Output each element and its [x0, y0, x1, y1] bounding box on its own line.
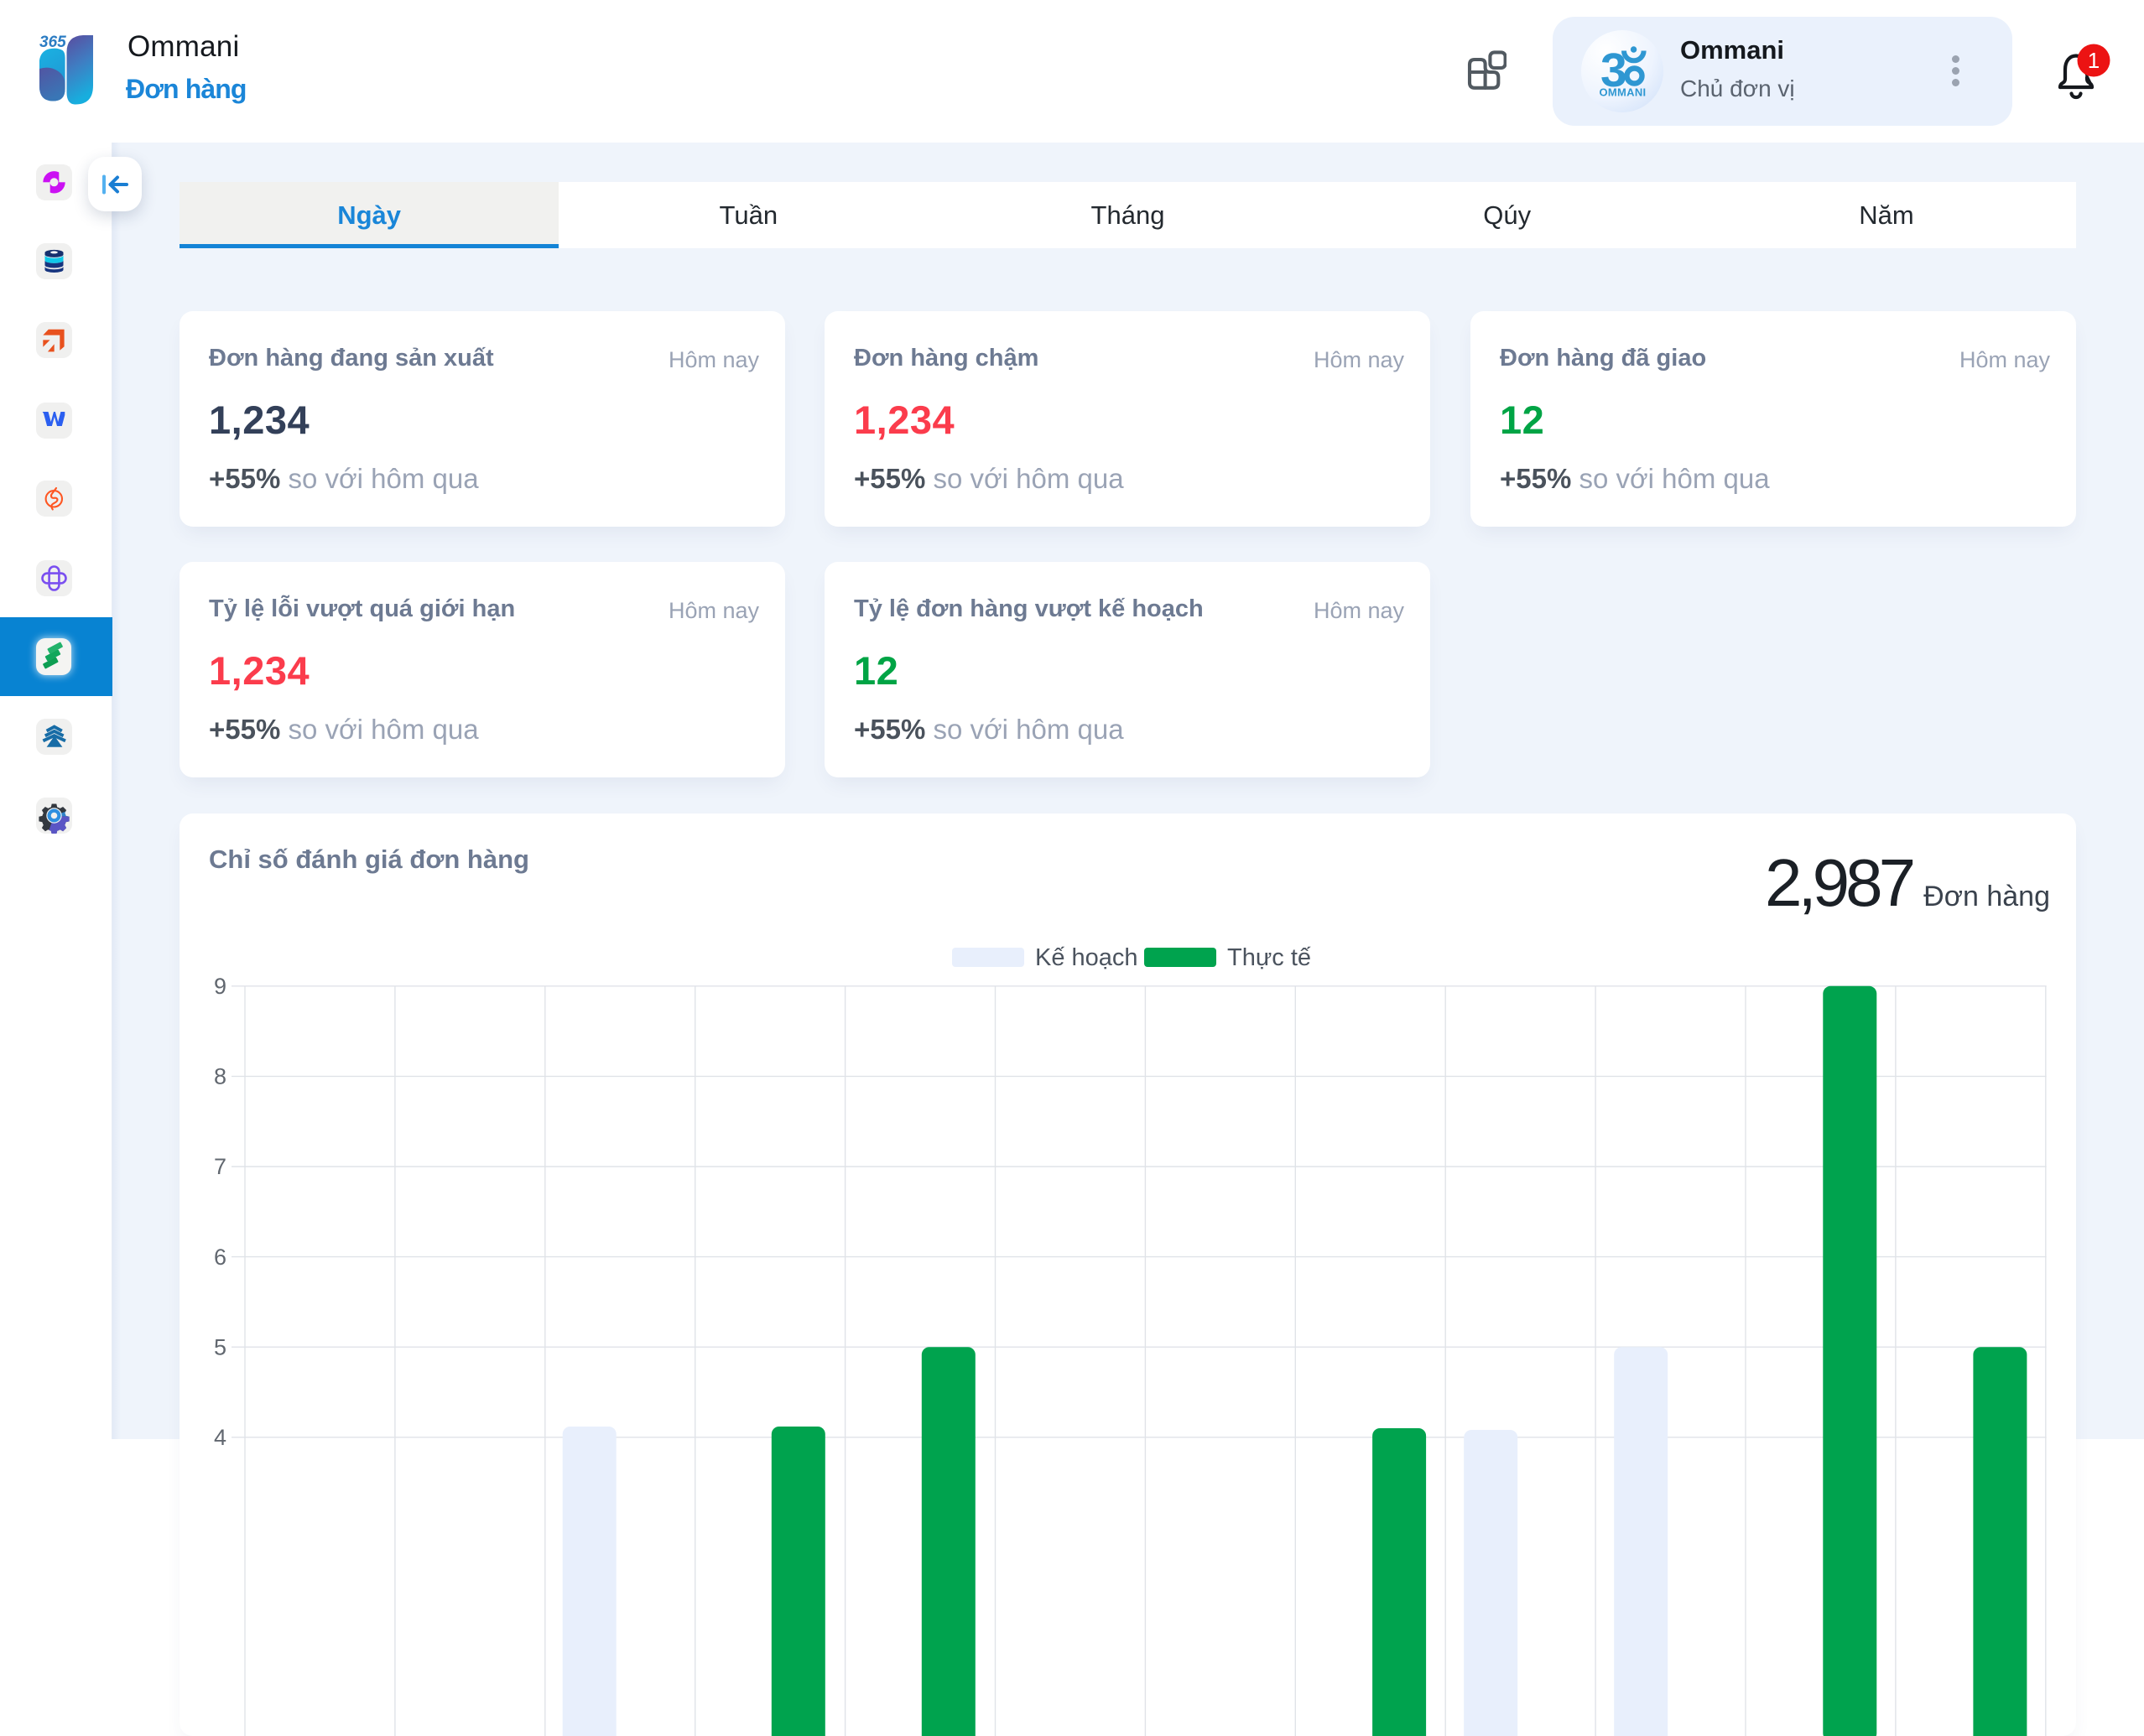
- svg-text:4: 4: [214, 1425, 226, 1450]
- svg-text:OMMANI: OMMANI: [1600, 86, 1647, 99]
- svg-text:Thực tế: Thực tế: [1227, 944, 1311, 971]
- svg-text:1: 1: [2088, 48, 2100, 73]
- svg-text:7: 7: [214, 1154, 226, 1179]
- svg-text:Kế hoạch: Kế hoạch: [1035, 944, 1138, 971]
- svg-text:8: 8: [214, 1064, 226, 1089]
- svg-text:9: 9: [214, 974, 226, 999]
- svg-text:6: 6: [214, 1245, 226, 1270]
- svg-text:365: 365: [39, 34, 66, 51]
- svg-text:5: 5: [214, 1334, 226, 1359]
